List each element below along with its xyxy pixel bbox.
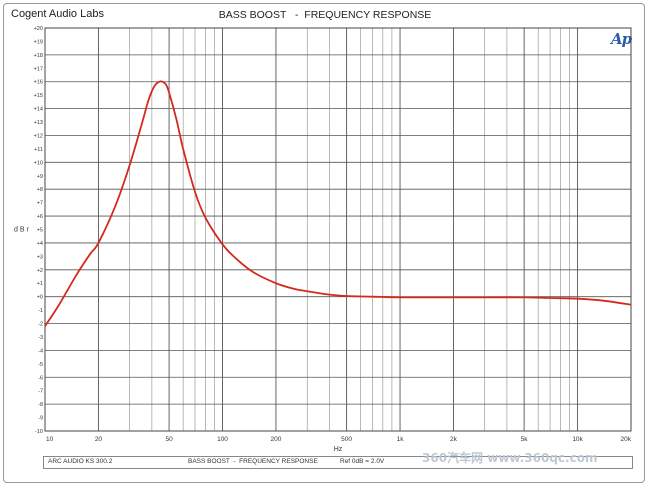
y-tick-label: +4 xyxy=(37,241,43,247)
minor-gridlines xyxy=(129,28,570,431)
chart-title: BASS BOOST - FREQUENCY RESPONSE xyxy=(218,9,432,21)
x-tick-label: 200 xyxy=(271,436,282,443)
y-tick-label: -3 xyxy=(38,335,43,341)
series-line-response xyxy=(44,80,632,327)
y-tick-label: +17 xyxy=(34,66,43,72)
plot-border xyxy=(44,27,632,432)
y-tick-label: +16 xyxy=(34,80,43,86)
x-tick-label: 10 xyxy=(46,436,54,443)
y-tick-label: +9 xyxy=(37,174,43,180)
x-tick-label: 2k xyxy=(450,436,458,443)
y-tick-label: +6 xyxy=(37,214,43,220)
y-tick-label: -5 xyxy=(38,362,43,368)
x-tick-label: 100 xyxy=(217,436,228,443)
y-tick-label: +11 xyxy=(34,147,43,153)
y-tick-label: -6 xyxy=(38,375,43,381)
y-tick-label: -7 xyxy=(38,389,43,395)
x-tick-label: 20k xyxy=(621,436,632,443)
footer-device-label: ARC AUDIO KS 300.2 xyxy=(48,458,113,465)
x-tick-label: 1k xyxy=(397,436,405,443)
x-tick-labels: 10 20 50 100 200 500 1k 2k 5k 10k 20k xyxy=(46,436,632,443)
y-tick-label: +2 xyxy=(37,268,43,274)
y-tick-labels: -10 -9 -8 -7 -6 -5 -4 -3 -2 -1 +0 +1 +2 +3 +4 +5 +6 +7 +8 +… xyxy=(34,26,43,435)
y-tick-label: -10 xyxy=(35,429,43,435)
footer-title-label: BASS BOOST - FREQUENCY RESPONSE xyxy=(188,458,318,465)
y-tick-label: +20 xyxy=(34,26,43,32)
y-tick-label: +5 xyxy=(37,228,43,234)
y-tick-label: +8 xyxy=(37,187,43,193)
y-tick-label: +3 xyxy=(37,254,43,260)
y-tick-label: +19 xyxy=(34,39,43,45)
y-tick-label: +15 xyxy=(34,93,43,99)
y-tick-label: +0 xyxy=(37,295,43,301)
brand-label: Cogent Audio Labs xyxy=(11,8,104,20)
y-tick-label: +13 xyxy=(34,120,43,126)
y-tick-label: +7 xyxy=(37,201,43,207)
y-axis-label: d B r xyxy=(14,227,29,234)
watermark: 360汽车网 www.360qc.com xyxy=(422,451,598,465)
y-tick-label: +18 xyxy=(34,53,43,59)
footer-box xyxy=(43,456,633,469)
x-tick-label: 5k xyxy=(521,436,529,443)
footer-reference-label: Ref 0dB = 2.0V xyxy=(340,458,385,465)
x-tick-label: 20 xyxy=(95,436,103,443)
y-tick-label: -4 xyxy=(38,348,43,354)
x-tick-label: 500 xyxy=(341,436,352,443)
y-tick-label: +14 xyxy=(34,107,43,113)
x-tick-label: 50 xyxy=(165,436,173,443)
major-gridlines xyxy=(45,28,631,431)
y-tick-label: -2 xyxy=(38,322,43,328)
x-tick-label: 10k xyxy=(572,436,583,443)
y-tick-label: -9 xyxy=(38,416,43,422)
y-tick-label: +1 xyxy=(37,281,43,287)
x-axis-label: Hz xyxy=(334,446,343,453)
y-tick-label: +12 xyxy=(34,133,43,139)
y-tick-label: -8 xyxy=(38,402,43,408)
y-tick-label: +10 xyxy=(34,160,43,166)
y-tick-label: -1 xyxy=(38,308,43,314)
ap-logo-icon: Ap xyxy=(611,30,632,48)
